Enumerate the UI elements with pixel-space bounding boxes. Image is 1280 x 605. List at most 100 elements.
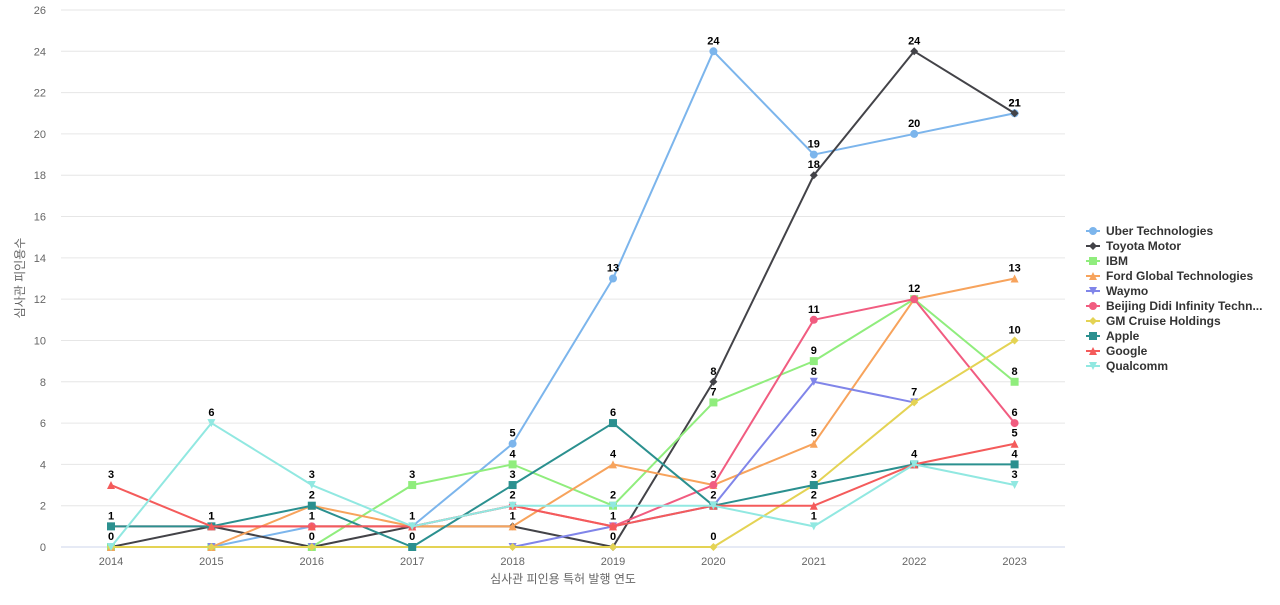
y-tick-label: 6 bbox=[40, 418, 46, 430]
data-point bbox=[709, 481, 718, 490]
data-point bbox=[207, 419, 216, 428]
data-label: 6 bbox=[208, 407, 214, 419]
data-point bbox=[910, 47, 919, 56]
data-label: 2 bbox=[811, 490, 817, 502]
data-point bbox=[809, 315, 818, 324]
data-point bbox=[1010, 336, 1019, 345]
data-label: 3 bbox=[510, 469, 516, 481]
legend-item[interactable]: IBM bbox=[1086, 254, 1128, 268]
legend-symbol bbox=[1089, 302, 1097, 310]
series-lines bbox=[107, 47, 1019, 551]
data-label: 6 bbox=[610, 407, 616, 419]
legend-label: Beijing Didi Infinity Techn... bbox=[1106, 299, 1262, 313]
y-tick-label: 10 bbox=[34, 335, 46, 347]
data-label: 0 bbox=[108, 531, 114, 543]
x-tick-label: 2018 bbox=[500, 556, 524, 568]
data-label: 7 bbox=[911, 386, 917, 398]
data-label: 4 bbox=[510, 448, 517, 460]
x-tick-label: 2022 bbox=[902, 556, 926, 568]
legend-symbol bbox=[1089, 332, 1097, 340]
x-tick-label: 2019 bbox=[601, 556, 625, 568]
data-label: 9 bbox=[811, 345, 817, 357]
y-tick-label: 16 bbox=[34, 212, 46, 224]
data-point bbox=[809, 171, 818, 180]
legend-symbol bbox=[1089, 317, 1097, 325]
data-label: 3 bbox=[309, 469, 315, 481]
legend-symbol bbox=[1089, 287, 1097, 295]
legend-label: Uber Technologies bbox=[1106, 224, 1213, 238]
legend-item[interactable]: Waymo bbox=[1086, 284, 1148, 298]
x-tick-label: 2017 bbox=[400, 556, 424, 568]
legend-item[interactable]: Toyota Motor bbox=[1086, 239, 1181, 253]
data-label: 4 bbox=[610, 448, 617, 460]
y-axis-title: 심사관 피인용수 bbox=[13, 238, 27, 319]
data-point bbox=[508, 481, 517, 490]
data-label: 2 bbox=[309, 490, 315, 502]
data-label: 4 bbox=[1012, 448, 1019, 460]
legend-item[interactable]: Ford Global Technologies bbox=[1086, 269, 1253, 283]
series-ford-global-technologies bbox=[107, 274, 1019, 551]
data-label: 8 bbox=[811, 366, 817, 378]
data-point bbox=[910, 398, 919, 407]
data-label: 1 bbox=[208, 510, 214, 522]
y-tick-label: 18 bbox=[34, 170, 46, 182]
data-label: 18 bbox=[808, 159, 820, 171]
data-label: 5 bbox=[510, 428, 516, 440]
x-tick-label: 2015 bbox=[199, 556, 223, 568]
data-point bbox=[709, 398, 718, 407]
data-point bbox=[307, 543, 316, 551]
y-tick-label: 26 bbox=[34, 5, 46, 17]
data-point bbox=[508, 522, 517, 531]
data-label: 13 bbox=[1008, 263, 1020, 275]
data-label: 1 bbox=[409, 510, 415, 522]
legend-label: GM Cruise Holdings bbox=[1106, 314, 1221, 328]
data-label: 1 bbox=[208, 510, 214, 522]
data-labels: 5132419202101010818242134798451318131112… bbox=[108, 35, 1021, 543]
data-label: 19 bbox=[808, 139, 820, 151]
legend-item[interactable]: Google bbox=[1086, 344, 1148, 358]
data-point bbox=[1010, 481, 1019, 490]
x-tick-label: 2021 bbox=[802, 556, 826, 568]
legend-symbol bbox=[1089, 257, 1097, 265]
data-point bbox=[307, 522, 316, 531]
data-label: 6 bbox=[1012, 407, 1018, 419]
data-label: 1 bbox=[309, 510, 315, 522]
data-label: 0 bbox=[309, 531, 315, 543]
series-line bbox=[111, 298, 1016, 528]
data-point bbox=[1010, 274, 1019, 283]
data-label: 12 bbox=[908, 283, 920, 295]
data-point bbox=[408, 543, 417, 551]
legend-item[interactable]: GM Cruise Holdings bbox=[1086, 314, 1221, 328]
data-point bbox=[207, 522, 216, 531]
x-axis-title: 심사관 피인용 특허 발행 연도 bbox=[490, 571, 636, 586]
series-line bbox=[111, 277, 1015, 548]
data-label: 3 bbox=[710, 469, 716, 481]
data-label: 0 bbox=[710, 531, 716, 543]
series-line bbox=[110, 442, 1015, 528]
data-point bbox=[408, 522, 417, 531]
y-tick-label: 14 bbox=[34, 253, 46, 265]
legend-item[interactable]: Uber Technologies bbox=[1086, 224, 1213, 238]
data-label: 8 bbox=[710, 366, 716, 378]
x-tick-label: 2020 bbox=[701, 556, 725, 568]
legend-label: Toyota Motor bbox=[1106, 239, 1181, 253]
legend-item[interactable]: Beijing Didi Infinity Techn... bbox=[1086, 299, 1262, 313]
grid-lines bbox=[61, 9, 1065, 548]
data-point bbox=[508, 439, 517, 448]
data-point bbox=[1010, 109, 1019, 118]
data-label: 7 bbox=[710, 386, 716, 398]
data-label: 2 bbox=[610, 490, 616, 502]
data-point bbox=[609, 274, 617, 283]
series-line bbox=[110, 422, 1015, 548]
legend-item[interactable]: Apple bbox=[1086, 329, 1140, 343]
data-label: 1 bbox=[610, 510, 616, 522]
data-point bbox=[809, 357, 818, 366]
data-point bbox=[809, 439, 818, 448]
y-tick-label: 0 bbox=[40, 542, 46, 554]
data-point bbox=[609, 419, 617, 428]
legend-item[interactable]: Qualcomm bbox=[1086, 359, 1168, 373]
y-tick-label: 20 bbox=[34, 129, 46, 141]
data-point bbox=[809, 501, 818, 510]
y-tick-label: 2 bbox=[40, 501, 46, 513]
